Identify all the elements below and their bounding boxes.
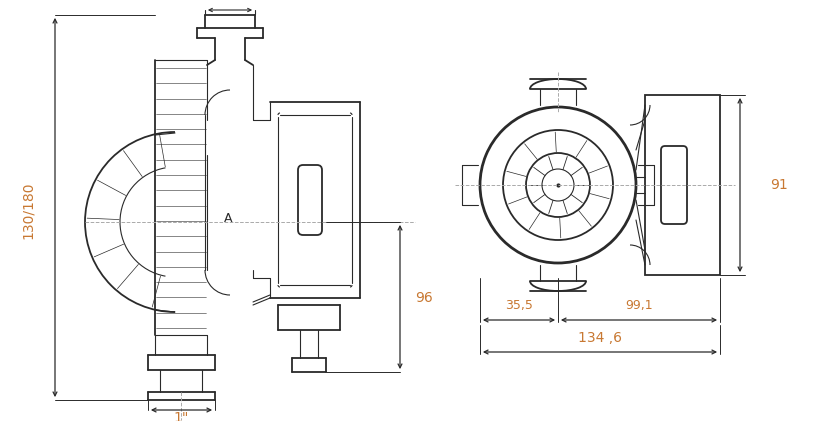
Text: A: A — [224, 211, 232, 224]
Text: 1": 1" — [174, 411, 189, 421]
Text: 91: 91 — [770, 178, 788, 192]
Text: 99,1: 99,1 — [625, 299, 653, 312]
Text: 35,5: 35,5 — [505, 299, 533, 312]
Text: 130/180: 130/180 — [21, 181, 35, 239]
Bar — [645, 95, 720, 275]
Text: 134 ,6: 134 ,6 — [578, 331, 622, 345]
Text: 96: 96 — [415, 291, 433, 305]
